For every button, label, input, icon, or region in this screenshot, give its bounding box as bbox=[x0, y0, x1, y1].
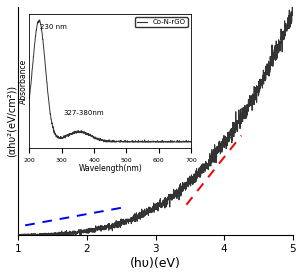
X-axis label: (hυ)(eV): (hυ)(eV) bbox=[130, 257, 181, 270]
Y-axis label: (αhυ²(eV/cm²)): (αhυ²(eV/cm²)) bbox=[7, 85, 17, 157]
